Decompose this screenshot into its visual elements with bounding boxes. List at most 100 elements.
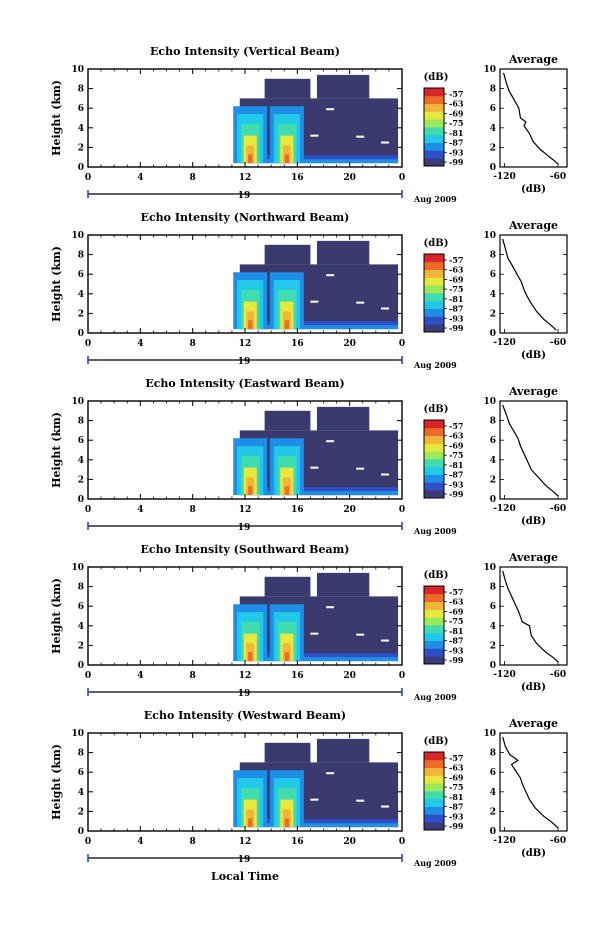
y-tick-label: 6 — [78, 436, 84, 446]
y-tick-label: 0 — [78, 495, 84, 505]
month-label: Aug 2009 — [413, 858, 457, 868]
date-label: 19 — [238, 357, 251, 367]
colorbar-tick-label: -99 — [449, 157, 464, 167]
x-tick-label: 12 — [239, 173, 252, 183]
echo-upper-patch — [264, 410, 311, 431]
average-frame — [499, 68, 568, 168]
echo-low-band — [239, 823, 399, 828]
x-tick-label: 8 — [190, 505, 196, 515]
colorbar-tick-label: -69 — [449, 440, 464, 450]
colorbar-segment — [424, 459, 444, 468]
x-tick-label: 20 — [343, 505, 356, 515]
date-label: 19 — [238, 855, 251, 865]
colorbar-segment — [424, 451, 444, 460]
echo-gap — [326, 274, 335, 277]
y-tick-label: 10 — [71, 397, 84, 407]
x-tick-label: 0 — [85, 671, 91, 681]
average-x-tick-label: -120 — [493, 172, 516, 182]
echo-gap — [310, 134, 319, 137]
colorbar-segment — [424, 593, 444, 602]
x-tick-label: 8 — [190, 837, 196, 847]
x-tick-label: 0 — [399, 837, 405, 847]
colorbar-segment — [424, 127, 444, 136]
average-y-tick-label: 6 — [490, 104, 496, 114]
y-tick-label: 10 — [71, 231, 84, 241]
average-frame — [499, 400, 568, 500]
echo-gap — [310, 632, 319, 635]
colorbar-segment — [424, 293, 444, 302]
heatmap-data — [233, 240, 399, 330]
date-label: 19 — [238, 191, 251, 201]
echo-gap — [326, 108, 335, 111]
echo-low-band — [239, 491, 399, 496]
colorbar-title: (dB) — [424, 570, 449, 581]
chart-title: Echo Intensity (Northward Beam) — [141, 211, 350, 224]
colorbar-tick-label: -57 — [449, 753, 463, 763]
colorbar-segment — [424, 420, 444, 429]
y-tick-label: 2 — [78, 641, 84, 651]
x-tick-label: 4 — [137, 505, 143, 515]
x-axis-label: Local Time — [211, 870, 279, 883]
colorbar-tick-label: -81 — [449, 792, 463, 802]
colorbar-segment — [424, 490, 444, 499]
colorbar-tick-label: -57 — [449, 255, 463, 265]
echo-upper-patch — [316, 240, 370, 265]
average-y-tick-label: 0 — [490, 495, 496, 505]
colorbar-segment — [424, 285, 444, 294]
colorbar-tick-label: -81 — [449, 460, 463, 470]
colorbar-tick-label: -87 — [449, 636, 463, 646]
colorbar-segment — [424, 806, 444, 815]
colorbar-segment — [424, 822, 444, 831]
colorbar-segment — [424, 134, 444, 143]
x-tick-label: 16 — [291, 671, 304, 681]
x-tick-label: 8 — [190, 173, 196, 183]
average-x-tick-label: -120 — [493, 338, 516, 348]
colorbar-tick-label: -87 — [449, 802, 463, 812]
colorbar-tick-label: -87 — [449, 138, 463, 148]
average-y-tick-label: 4 — [490, 290, 496, 300]
y-tick-label: 10 — [71, 729, 84, 739]
average-profile-line — [502, 238, 557, 331]
heatmap-data — [233, 572, 399, 662]
echo-column — [284, 154, 289, 164]
y-tick-label: 0 — [78, 827, 84, 837]
average-y-tick-label: 6 — [490, 602, 496, 612]
echo-low-band — [239, 325, 399, 330]
echo-gap — [326, 772, 335, 775]
y-axis-label: Height (km) — [50, 412, 63, 488]
colorbar-segment — [424, 752, 444, 761]
colorbar-tick-label: -75 — [449, 118, 463, 128]
colorbar-tick-label: -63 — [449, 431, 464, 441]
echo-gap — [310, 798, 319, 801]
date-label: 19 — [238, 523, 251, 533]
colorbar-segment — [424, 632, 444, 641]
echo-upper-patch — [264, 244, 311, 265]
x-tick-label: 0 — [399, 173, 405, 183]
x-tick-label: 20 — [343, 173, 356, 183]
colorbar-segment — [424, 474, 444, 483]
average-x-label: (dB) — [521, 848, 546, 859]
colorbar-segment — [424, 103, 444, 112]
y-tick-label: 4 — [78, 788, 84, 798]
colorbar-frame — [423, 585, 445, 665]
y-tick-label: 2 — [78, 143, 84, 153]
average-x-tick-label: -60 — [550, 172, 566, 182]
panel-2: Echo Intensity (Eastward Beam) 0 2 4 6 8 10 0 4 8… — [50, 377, 568, 536]
echo-column — [248, 154, 253, 164]
echo-gap — [356, 135, 365, 138]
y-tick-label: 0 — [78, 661, 84, 671]
colorbar-tick-label: -99 — [449, 655, 464, 665]
average-y-tick-label: 10 — [483, 397, 496, 407]
average-y-tick-label: 10 — [483, 231, 496, 241]
colorbar-segment — [424, 254, 444, 263]
echo-gap — [356, 467, 365, 470]
echo-gap — [326, 606, 335, 609]
average-x-label: (dB) — [521, 184, 546, 195]
average-y-tick-label: 0 — [490, 827, 496, 837]
colorbar-tick-label: -81 — [449, 128, 463, 138]
colorbar-tick-label: -63 — [449, 99, 464, 109]
echo-column — [248, 486, 253, 496]
colorbar-title: (dB) — [424, 72, 449, 83]
colorbar-segment — [424, 625, 444, 634]
